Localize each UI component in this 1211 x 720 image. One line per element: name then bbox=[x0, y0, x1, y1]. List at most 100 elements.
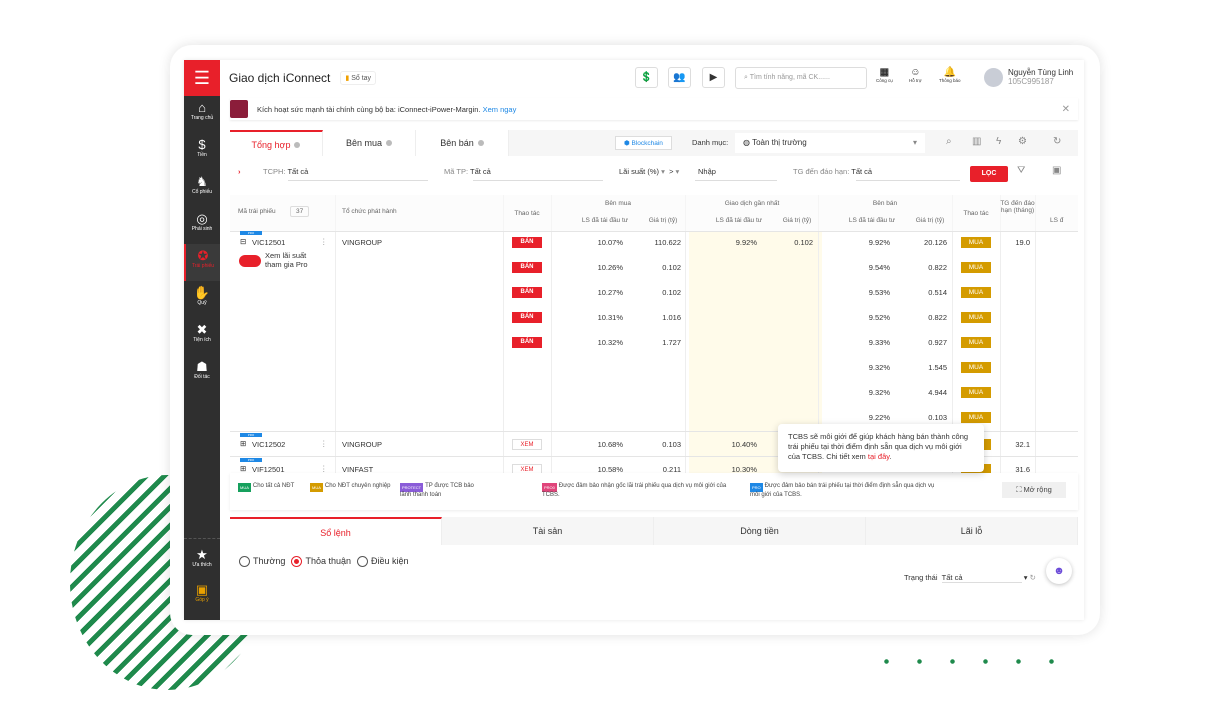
sidebar-item-6[interactable]: ✖ Tiện ích bbox=[184, 318, 220, 355]
sidebar-item-5[interactable]: ✋ Quỹ bbox=[184, 281, 220, 318]
refresh-icon[interactable]: ↻ bbox=[1053, 136, 1062, 147]
legend-tag: MUA bbox=[238, 483, 251, 492]
avatar[interactable] bbox=[984, 68, 1003, 87]
view-button[interactable]: XEM bbox=[512, 439, 542, 450]
radio-normal[interactable]: Thường bbox=[239, 556, 285, 568]
sell-button[interactable]: BÁN bbox=[512, 337, 542, 348]
order-type-radios: Thường Thỏa thuận Điều kiện bbox=[239, 556, 409, 568]
rate-filter[interactable]: Lãi suất (%) ▾ > ▾ bbox=[619, 167, 680, 176]
header-value[interactable]: Giá trị (tỷ) bbox=[915, 217, 945, 224]
buy-button[interactable]: MUA bbox=[961, 387, 991, 398]
sell-button[interactable]: BÁN bbox=[512, 237, 542, 248]
collapse-icon[interactable]: ⊟ bbox=[240, 237, 247, 246]
sidebar-item-1[interactable]: $ Tiền bbox=[184, 133, 220, 170]
buy-button[interactable]: MUA bbox=[961, 412, 991, 423]
sidebar-item-2[interactable]: ♞ Cổ phiếu bbox=[184, 170, 220, 207]
tab-assets[interactable]: Tài sản bbox=[442, 517, 654, 545]
header-rate[interactable]: LS đã tái đầu tư bbox=[848, 217, 896, 224]
sell-button[interactable]: BÁN bbox=[512, 312, 542, 323]
expand-button[interactable]: ⛶ Mở rộng bbox=[1002, 482, 1066, 498]
book-icon: ▮ bbox=[345, 75, 352, 82]
buy-value: 0.211 bbox=[662, 465, 681, 473]
category-select[interactable]: ◍ Toàn thị trường ▾ bbox=[735, 133, 925, 153]
sell-value: 0.103 bbox=[928, 413, 947, 422]
blockchain-button[interactable]: ⬢ Blockchain bbox=[615, 136, 672, 150]
search-icon[interactable]: ⌕ bbox=[946, 136, 952, 147]
expand-chevron-icon[interactable]: › bbox=[238, 167, 241, 176]
buy-button[interactable]: MUA bbox=[961, 287, 991, 298]
tab-profit-loss[interactable]: Lãi lỗ bbox=[866, 517, 1078, 545]
radio-conditional[interactable]: Điều kiện bbox=[357, 556, 409, 568]
header-value[interactable]: Giá trị (tỷ) bbox=[782, 217, 812, 224]
filter-button[interactable]: LỌC bbox=[970, 166, 1008, 182]
user-info[interactable]: Nguyễn Tùng Linh 105C995187 bbox=[1008, 68, 1074, 86]
users-button[interactable]: 👥 bbox=[668, 67, 691, 88]
clear-filter-icon[interactable]: ⛛ bbox=[1017, 165, 1026, 176]
tab-buy[interactable]: Bên mua bbox=[323, 130, 416, 156]
flash-icon[interactable]: ϟ bbox=[996, 136, 1002, 147]
money-chart-button[interactable]: 💲 bbox=[635, 67, 658, 88]
more-icon[interactable]: ⋮ bbox=[320, 237, 328, 246]
buy-button[interactable]: MUA bbox=[961, 312, 991, 323]
bond-code[interactable]: VIF12501 bbox=[252, 465, 285, 473]
tcph-filter[interactable]: TCPH: Tất cả bbox=[263, 167, 309, 176]
expand-icon[interactable]: ⊞ bbox=[240, 464, 247, 473]
search-input[interactable]: ⌕ Tìm tính năng, mã CK...... bbox=[735, 67, 867, 89]
gear-icon[interactable]: ⚙ bbox=[1018, 136, 1027, 147]
count-badge: 37 bbox=[290, 206, 310, 217]
more-icon[interactable]: ⋮ bbox=[320, 464, 328, 473]
sidebar-item-4[interactable]: ✪ Trái phiếu bbox=[184, 244, 220, 281]
sell-value: 0.822 bbox=[928, 263, 947, 272]
sell-button[interactable]: BÁN bbox=[512, 287, 542, 298]
buy-button[interactable]: MUA bbox=[961, 262, 991, 273]
notebook-button[interactable]: ▮ Sổ tay bbox=[340, 71, 377, 85]
close-icon[interactable]: ✕ bbox=[1061, 103, 1070, 115]
header-rate[interactable]: LS đã tái đầu tư bbox=[715, 217, 763, 224]
maturity-filter[interactable]: TG đến đáo hạn: Tất cả bbox=[793, 167, 873, 176]
legend-item: MUA Cho tất cả NĐT bbox=[238, 483, 295, 492]
sidebar-item-3[interactable]: ◎ Phái sinh bbox=[184, 207, 220, 244]
buy-button[interactable]: MUA bbox=[961, 362, 991, 373]
assistant-button[interactable]: ☻ bbox=[1046, 558, 1072, 584]
status-filter[interactable]: Trạng thái Tất cả ▾ ↻ bbox=[904, 573, 1036, 583]
header-rate[interactable]: LS đã tái đầu tư bbox=[581, 217, 629, 224]
sidebar-item-7[interactable]: ☗ Đối tác bbox=[184, 355, 220, 392]
header-value[interactable]: Giá trị (tỷ) bbox=[648, 217, 678, 224]
sidebar-item-0[interactable]: ⌂ Trang chủ bbox=[184, 96, 220, 133]
tool-calendar[interactable]: ▦ Công cụ bbox=[876, 67, 893, 83]
column-divider bbox=[335, 195, 336, 473]
tab-sell[interactable]: Bên bán bbox=[416, 130, 509, 156]
issuer-name: VINGROUP bbox=[342, 238, 383, 247]
radio-negotiated[interactable]: Thỏa thuận bbox=[291, 556, 351, 568]
tool-notifications[interactable]: 🔔 Thông báo bbox=[939, 67, 961, 83]
tab-cashflow[interactable]: Dòng tiền bbox=[654, 517, 866, 545]
sidebar-item-feedback[interactable]: ▣ Góp ý bbox=[184, 578, 220, 615]
promo-link[interactable]: Xem ngay bbox=[482, 104, 517, 114]
bond-code[interactable]: VIC12501 bbox=[252, 238, 286, 247]
buy-button[interactable]: MUA bbox=[961, 237, 991, 248]
pro-rate-toggle[interactable] bbox=[239, 255, 261, 267]
tab-order-book[interactable]: Sổ lệnh bbox=[230, 517, 442, 545]
buy-button[interactable]: MUA bbox=[961, 337, 991, 348]
bond-tabs: Tổng hợp Bên mua Bên bán ⬢ Blockchain Da… bbox=[230, 130, 1078, 156]
header-maturity[interactable]: TG đến đáo hạn (tháng) bbox=[1000, 200, 1035, 214]
view-button[interactable]: XEM bbox=[512, 464, 542, 473]
matp-filter[interactable]: Mã TP: Tất cả bbox=[444, 167, 491, 176]
maturity: 31.6 bbox=[1015, 465, 1030, 473]
chart-icon[interactable]: ▥ bbox=[972, 136, 982, 147]
legend-tag: PROTECT bbox=[400, 483, 424, 492]
sidebar-item-favorites[interactable]: ★ Ưa thích bbox=[184, 543, 220, 580]
bond-code[interactable]: VIC12502 bbox=[252, 440, 286, 449]
save-icon[interactable]: ▣ bbox=[1052, 165, 1062, 176]
sell-button[interactable]: BÁN bbox=[512, 262, 542, 273]
video-button[interactable]: ▶ bbox=[702, 67, 725, 88]
expand-icon[interactable]: ⊞ bbox=[240, 439, 247, 448]
more-icon[interactable]: ⋮ bbox=[320, 439, 328, 448]
tooltip-link[interactable]: tại đây bbox=[867, 452, 890, 461]
header-sell: Bên bán bbox=[872, 200, 898, 207]
tool-support[interactable]: ☺ Hỗ trợ bbox=[909, 67, 922, 83]
star-icon: ★ bbox=[196, 547, 208, 562]
tab-summary[interactable]: Tổng hợp bbox=[230, 130, 323, 156]
menu-button[interactable]: ☰ bbox=[184, 60, 220, 96]
rate-input[interactable]: Nhập bbox=[698, 167, 716, 176]
